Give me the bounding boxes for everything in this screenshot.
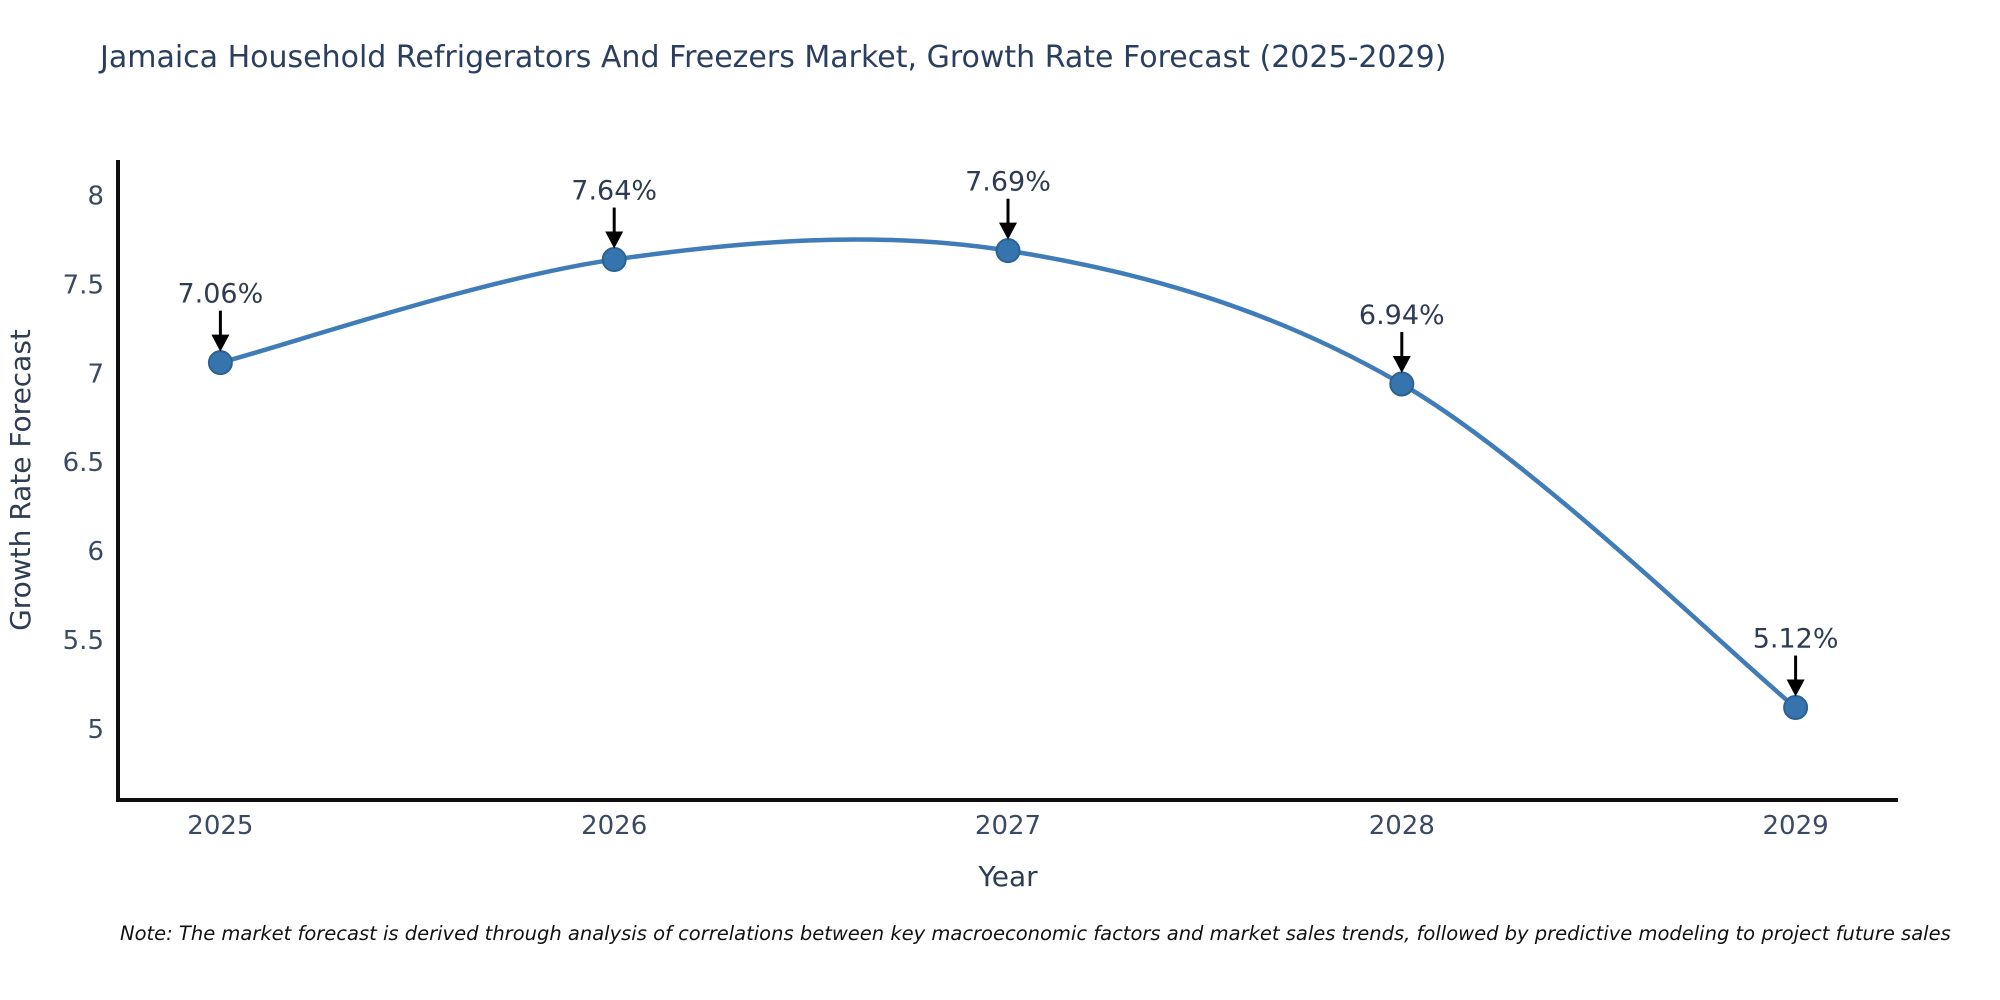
annotation-arrowhead: [605, 231, 624, 249]
y-tick-label: 7: [87, 359, 104, 389]
x-axis-title: Year: [977, 860, 1038, 893]
annotation-arrowhead: [1786, 679, 1805, 697]
y-tick-label: 5: [87, 715, 104, 745]
data-point-marker: [601, 247, 627, 273]
y-tick-label: 8: [87, 182, 104, 212]
x-tick-label: 2027: [975, 811, 1041, 841]
y-tick-label: 6.5: [63, 448, 104, 478]
x-tick-label: 2026: [581, 811, 647, 841]
annotation-label: 7.64%: [571, 176, 657, 207]
data-point-marker: [1389, 371, 1415, 397]
annotation-label: 7.69%: [965, 167, 1051, 198]
y-tick-label: 7.5: [63, 270, 104, 300]
annotation-arrowhead: [999, 222, 1017, 240]
y-tick-label: 6: [87, 537, 104, 567]
series-line: [218, 237, 1798, 710]
annotation-label: 5.12%: [1753, 624, 1839, 655]
x-tick-label: 2028: [1369, 811, 1435, 841]
chart-title: Jamaica Household Refrigerators And Free…: [100, 40, 1447, 75]
footnote: Note: The market forecast is derived thr…: [120, 922, 1951, 945]
annotation-label: 6.94%: [1359, 300, 1445, 331]
x-tick-label: 2029: [1763, 811, 1829, 841]
annotation-label: 7.06%: [177, 279, 263, 310]
data-point-marker: [1783, 695, 1809, 721]
data-point-marker: [995, 238, 1021, 264]
data-point-marker: [207, 350, 233, 376]
y-tick-label: 5.5: [63, 626, 104, 656]
x-tick-label: 2025: [187, 811, 253, 841]
y-axis-title: Growth Rate Forecast: [4, 329, 37, 631]
annotation-arrowhead: [1392, 356, 1411, 373]
annotation-arrowhead: [211, 334, 230, 352]
